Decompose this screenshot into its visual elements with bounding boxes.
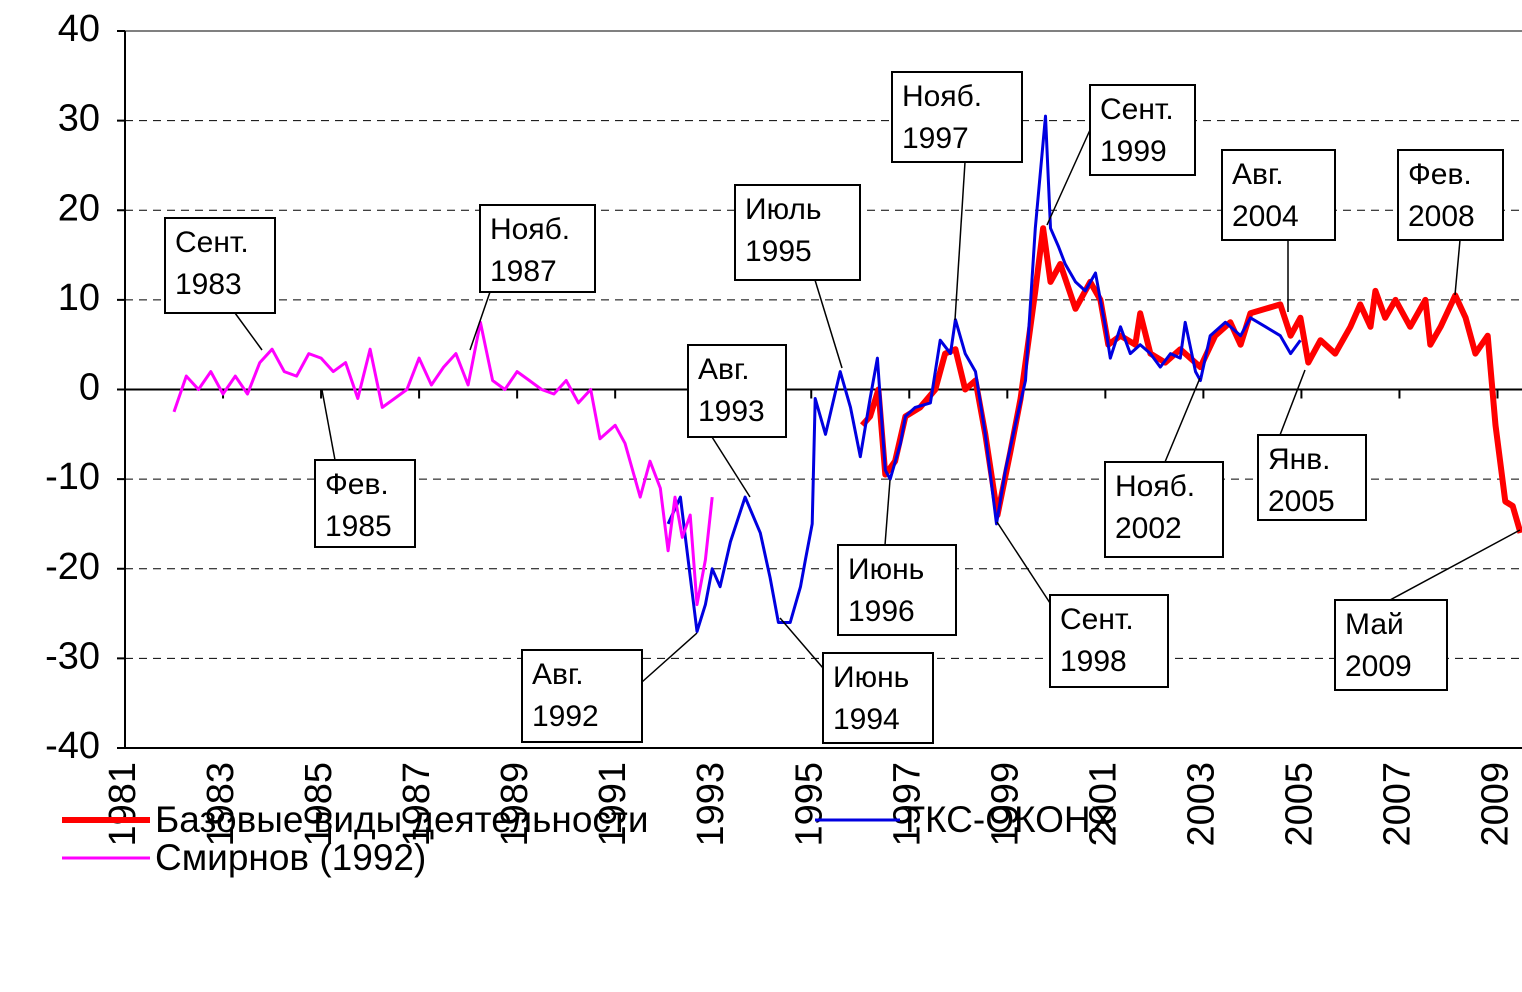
annotation-box [734,184,861,281]
series-line [859,225,1522,534]
annotation-text: Авг. [1232,158,1284,191]
annotation-leader [996,521,1051,604]
annotation-text: Май [1345,608,1404,641]
annotation-leader [711,436,751,498]
annotation-text: Авг. [698,353,750,386]
x-tick-label: 2001 [1082,762,1124,847]
annotation-text: 1998 [1060,645,1127,678]
annotation-box [521,649,643,743]
annotation-text: 1997 [902,122,969,155]
x-tick-label: 1985 [298,762,340,847]
annotation-text: Нояб. [1115,470,1195,503]
annotation-box [822,652,934,744]
annotation-text: Фев. [1408,158,1472,191]
legend-label: ГКС-ОКОНХ [905,799,1115,840]
x-tick-label: 1993 [690,762,732,847]
x-tick-label: 1991 [592,762,634,847]
x-tick-label: 2005 [1278,762,1320,847]
x-tick-label: 1983 [200,762,242,847]
annotation-leader [469,291,491,351]
y-tick-label: -30 [45,635,100,677]
annotation-text: 2004 [1232,200,1299,233]
y-tick-label: -40 [45,725,100,767]
x-tick-label: 1981 [102,762,144,847]
annotation-box [479,204,596,293]
x-tick-label: 1999 [984,762,1026,847]
annotation-box [891,71,1023,163]
y-tick-label: -10 [45,456,100,498]
annotation-box [687,344,787,438]
series-line [172,320,714,607]
annotation-text: Фев. [325,468,389,501]
annotation-text: 1992 [532,700,599,733]
annotation-text: Июнь [833,661,909,694]
annotation-text: 1999 [1100,135,1167,168]
annotation-text: 2005 [1268,485,1335,518]
annotation-box [1104,461,1224,558]
annotation-box [837,544,957,636]
annotation-box [1221,149,1336,241]
annotation-text: 2008 [1408,200,1475,233]
legend-label: Смирнов (1992) [155,837,426,878]
annotation-text: Сент. [1060,603,1134,636]
annotation-leader [1389,529,1521,601]
annotation-text: Нояб. [902,80,982,113]
x-tick-label: 2003 [1180,762,1222,847]
annotation-text: Нояб. [490,213,570,246]
x-tick-label: 2009 [1475,762,1517,847]
annotation-text: 1993 [698,395,765,428]
legend-label: Базовые виды деятельности [155,799,649,840]
annotation-box [314,459,416,548]
annotation-text: Июль [745,193,822,226]
annotation-leader [884,479,891,546]
annotation-text: 1985 [325,510,392,543]
annotation-box [1334,599,1448,691]
annotation-box [1089,84,1196,176]
annotation-leader [234,312,263,351]
annotation-box [164,217,276,314]
annotation-text: Авг. [532,658,584,691]
annotation-leader [814,279,843,369]
annotation-text: 1987 [490,255,557,288]
annotation-text: 1996 [848,595,915,628]
y-tick-label: -20 [45,546,100,588]
x-tick-label: 1995 [788,762,830,847]
annotation-text: 1995 [745,235,812,268]
y-tick-label: 10 [58,277,100,319]
series-line [666,114,1302,633]
y-tick-label: 30 [58,98,100,140]
annotation-leader [1164,377,1201,463]
x-tick-label: 1987 [396,762,438,847]
annotation-text: 2002 [1115,512,1182,545]
y-tick-label: 40 [58,8,100,50]
annotation-text: Сент. [1100,93,1174,126]
annotation-leader [779,617,824,669]
x-tick-label: 1989 [494,762,536,847]
annotation-leader [1454,239,1461,296]
annotation-leader [954,161,966,321]
annotation-leader [641,632,698,683]
annotation-text: Сент. [175,226,249,259]
x-tick-label: 2007 [1376,762,1418,847]
annotation-leader [1279,369,1306,436]
annotation-text: 1983 [175,268,242,301]
annotation-box [1397,149,1504,241]
x-tick-label: 1997 [886,762,928,847]
annotation-text: 1994 [833,703,900,736]
annotation-text: 2009 [1345,650,1412,683]
annotation-box [1257,434,1367,521]
annotation-leader [1046,129,1091,226]
annotation-text: Янв. [1268,443,1331,476]
y-tick-label: 0 [79,367,100,409]
annotation-box [1049,594,1169,688]
annotation-leader [321,389,336,461]
y-tick-label: 20 [58,187,100,229]
annotation-text: Июнь [848,553,924,586]
